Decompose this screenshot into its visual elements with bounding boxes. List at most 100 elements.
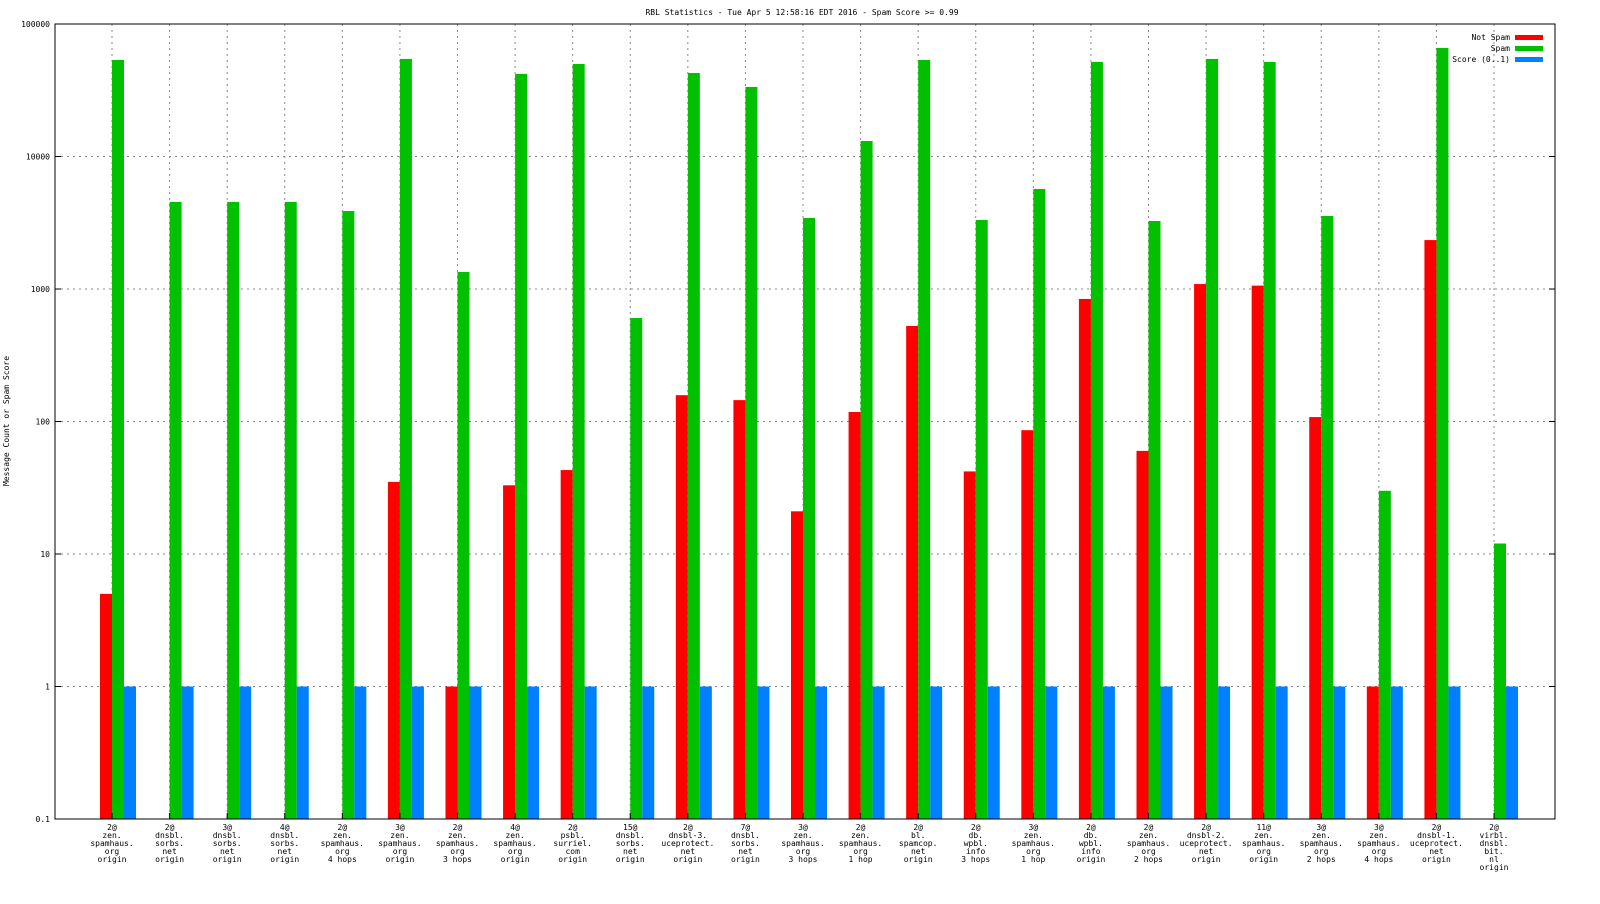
bar-not-spam [503,485,516,819]
bar-score [354,686,367,819]
x-tick-label-line: org [1256,847,1271,856]
x-tick-label-line: org [450,847,465,856]
x-tick-label-line: psbl. [561,831,585,840]
x-tick-label-line: info [966,847,985,856]
legend-label: Spam [1491,44,1510,53]
y-axis-label: Message Count or Spam Score [2,356,11,486]
x-tick-label-line: zen. [1024,831,1043,840]
x-tick-label: 2@ db. wpbl. info 3 hops [961,823,990,864]
bar-not-spam [791,511,803,819]
x-tick-label: 11@ zen. spamhaus. org origin [1242,823,1285,864]
x-tick-label-line: 3 hops [789,855,818,864]
x-tick-label-line: dnsbl. [270,831,299,840]
y-tick-label: 0.1 [36,815,51,824]
bar-not-spam [1021,430,1034,819]
y-tick-label: 100 [36,418,51,427]
x-tick-label-line: dnsbl. [616,831,645,840]
x-tick-label-line: org [1141,847,1156,856]
chart-title: RBL Statistics - Tue Apr 5 12:58:16 EDT … [645,8,958,17]
x-tick-label-line: virbl. [1480,831,1509,840]
bar-score [239,686,252,819]
x-tick-label-line: 4@ [510,823,520,832]
bar-score [757,686,770,819]
x-tick-label-line: 3@ [1316,823,1326,832]
x-tick-label-line: spamhaus. [493,839,536,848]
x-tick-label-line: sorbs. [270,839,299,848]
bar-not-spam [1194,284,1207,819]
bars [100,47,1518,820]
bar-score [1448,686,1461,819]
x-tick-label-line: origin [213,855,242,864]
legend-label: Not Spam [1471,33,1510,42]
x-tick-label-line: zen. [333,831,352,840]
x-tick-label-line: 2@ [856,823,866,832]
x-tick-label-line: spamhaus. [1242,839,1285,848]
x-tick-label-line: origin [1422,855,1451,864]
x-tick-label-line: 2@ [165,823,175,832]
bar-score [1218,686,1231,819]
x-tick-label-line: 11@ [1256,823,1271,832]
bar-not-spam [1424,240,1437,819]
x-tick-label-line: origin [673,855,702,864]
x-tick-label-line: origin [1192,855,1221,864]
bar-not-spam [1078,298,1091,819]
x-tick-label-line: zen. [1369,831,1388,840]
x-tick-label-line: spamcop. [899,839,938,848]
x-tick-label-line: spamhaus. [1357,839,1400,848]
x-tick-label: 2@ zen. spamhaus. org origin [90,823,133,864]
bar-spam [1436,47,1449,820]
bar-not-spam [445,686,458,819]
bar-spam [1494,543,1506,819]
x-tick-label-line: zen. [102,831,121,840]
x-tick-label-line: net [278,847,293,856]
y-ticks: 0.1 1 10 100 1000 10000 100000 [21,20,1555,824]
y-tick-label: 10000 [26,153,50,162]
x-tick-label-line: dnsbl. [213,831,242,840]
x-tick-label: 2@ dnsbl-3. uceprotect. net origin [661,823,714,864]
x-tick-label-line: 3@ [395,823,405,832]
x-tick-label-line: net [738,847,753,856]
y-tick-label: 100000 [21,20,50,29]
x-tick-label-line: bl. [911,831,925,840]
x-tick-label-line: 2@ [1489,823,1499,832]
x-tick-label-line: org [1372,847,1387,856]
bar-not-spam [675,395,688,819]
x-tick-label-line: org [1314,847,1329,856]
x-tick-label: 7@ dnsbl. sorbs. net origin [731,823,760,864]
bar-spam [1206,58,1219,819]
legend: Not Spam Spam Score (0..1) [1452,33,1543,64]
x-tick-label-line: 2 hops [1134,855,1163,864]
bar-score [1160,686,1173,819]
bar-score [1102,686,1115,819]
x-tick-label-line: 4@ [280,823,290,832]
x-tick-label-line: 1 hop [1021,855,1045,864]
x-tick-label-line: net [1429,847,1444,856]
x-tick-label-line: 2@ [107,823,117,832]
legend-label: Score (0..1) [1452,55,1510,64]
x-tick-label-line: zen. [793,831,812,840]
x-tick-label-line: origin [1249,855,1278,864]
bar-not-spam [560,470,573,819]
x-tick-label-line: org [853,847,868,856]
bar-score [642,686,655,819]
legend-swatch [1515,35,1543,40]
x-tick-label-line: dnsbl. [155,831,184,840]
y-tick-label: 1 [45,683,50,692]
x-tick-label-line: wpbl. [1079,839,1103,848]
bar-spam [1378,490,1391,819]
x-tick-label-line: sorbs. [155,839,184,848]
bar-score [815,686,827,819]
bar-score [296,686,309,819]
x-tick-label-line: 15@ [623,823,638,832]
x-tick-label: 15@ dnsbl. sorbs. net origin [616,823,645,864]
x-tick-label-line: zen. [448,831,467,840]
bar-spam [227,201,240,820]
legend-swatch [1515,46,1543,51]
x-tick-label-line: db. [969,831,983,840]
bar-score [1045,686,1058,819]
bar-score [469,686,482,819]
x-tick-label-line: origin [1480,863,1509,872]
bar-spam [918,59,931,820]
bar-spam [687,72,700,819]
x-tick-label-line: origin [904,855,933,864]
